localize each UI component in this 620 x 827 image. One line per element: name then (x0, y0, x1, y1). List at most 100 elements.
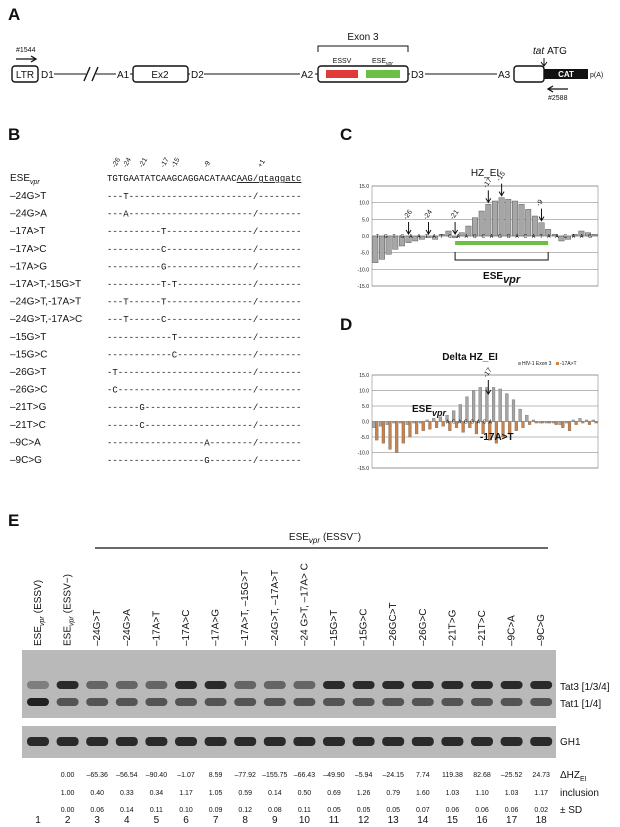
site-label: A3 (498, 70, 511, 81)
mutant-seq: ------------T--------------/-------- (107, 333, 301, 343)
mutant-name: –15G>C (10, 349, 48, 360)
legend-label: HIV-1 Exon 3 (522, 361, 552, 367)
mutant-seq: ------------C--------------/-------- (107, 350, 301, 360)
bg (116, 69, 130, 80)
band-tat3 (530, 681, 553, 689)
band-tat3 (145, 681, 168, 689)
lane-label: –17A>C (181, 610, 192, 646)
bar (478, 387, 482, 422)
mutant-name: –26G>C (10, 385, 48, 396)
bar (378, 421, 383, 427)
bar (379, 235, 385, 260)
sd-value: 0.05 (327, 807, 341, 814)
lane-name: –24G>T, –17A>T (270, 570, 281, 646)
band-tat1 (382, 698, 405, 706)
sd-value: 0.06 (475, 807, 489, 814)
bar (381, 421, 385, 444)
ref-seq: TGTGAATATCAAGCAGGACATAACAAG/gtaggatc (107, 174, 301, 184)
delta-value: 119.38 (442, 772, 463, 779)
lane-label: –24 G>T, –17A> C (299, 563, 310, 646)
bar (405, 235, 412, 243)
bar (491, 387, 496, 422)
bar (452, 235, 459, 238)
site-label: D3 (411, 70, 424, 81)
lane-name: –9C>A (507, 615, 518, 646)
bar (508, 421, 512, 435)
lane-name: –24G>A (122, 609, 133, 646)
sd-value: 0.08 (268, 807, 282, 814)
site-label: A1 (117, 70, 130, 81)
legend-label: -17A>T (560, 361, 577, 367)
bar (458, 232, 465, 237)
arrow (405, 222, 412, 235)
row-delta-sub: EI (580, 776, 587, 783)
sd-value: 0.05 (386, 807, 400, 814)
delta-value: 82.68 (473, 772, 491, 779)
band-tat3 (323, 681, 345, 689)
essv-label: ESSV (333, 58, 352, 65)
band-tat3 (500, 681, 523, 689)
break (86, 68, 96, 80)
ese-label: ESEvpr (412, 404, 447, 418)
row-label: inclusion (560, 788, 599, 799)
bar (492, 200, 498, 237)
bg (410, 69, 425, 80)
bar (474, 421, 479, 435)
y-tick-label: -5.0 (360, 435, 369, 441)
delta-value: 24.73 (532, 772, 550, 779)
cat-label: CAT (558, 70, 574, 79)
bar (551, 421, 555, 424)
bar (531, 215, 538, 237)
band-gh1 (293, 737, 316, 746)
bar (594, 421, 598, 424)
lane-label: –24G>A (122, 609, 133, 646)
ref-seq-text: TGTGAATATCAAGCAGGACATAAC (107, 174, 237, 184)
band-tat3 (263, 681, 286, 689)
delta-value: –49.90 (323, 772, 345, 779)
lane-number: 17 (506, 815, 518, 826)
band-tat1 (27, 698, 49, 706)
bg (300, 69, 315, 80)
band-gh1 (530, 737, 553, 746)
mutant-seq: ----------C----------------/-------- (107, 245, 301, 255)
mutant-name: –17A>T (10, 226, 45, 237)
ltr-box (11, 65, 39, 83)
arrow (452, 222, 459, 235)
bracket (454, 252, 549, 261)
bar (468, 421, 472, 428)
lane-label: –24G>T, –17A>T (270, 570, 281, 646)
lane-name: –26G>C (418, 608, 429, 646)
chart-title: HZ_EI (471, 168, 499, 179)
lane-number: 4 (124, 815, 130, 826)
bar (465, 225, 472, 237)
bg (497, 69, 512, 80)
bar (481, 421, 485, 435)
arrow-label: -17 (482, 367, 494, 379)
inclusion-value: 1.00 (61, 790, 75, 797)
lane-name: –17A>G (211, 609, 222, 646)
band-gh1 (382, 737, 405, 746)
bar (392, 421, 396, 424)
lane-name: –24G>T (92, 610, 103, 646)
inclusion-value: 1.26 (357, 790, 371, 797)
bar (465, 396, 469, 422)
inclusion-value: 0.40 (90, 790, 104, 797)
band-tat3 (175, 681, 197, 689)
arrow-label: -17 (482, 177, 494, 189)
delta-value: –5.94 (355, 772, 373, 779)
band-tat1 (263, 698, 286, 706)
bar (545, 229, 552, 237)
lane-label: –26G>C (418, 608, 429, 646)
bar (518, 204, 525, 237)
header: ESEvpr (ESSV−) (289, 529, 361, 545)
bar (547, 421, 552, 424)
lane-name-sub: vpr (69, 616, 76, 626)
lane-number: 16 (476, 815, 488, 826)
mutant-seq: ------------------G--------/-------- (107, 456, 301, 466)
lane-name: –17A>T, –15G>T (240, 570, 251, 646)
band-tat3 (56, 681, 79, 689)
bar (585, 232, 591, 237)
lane-label: –15G>C (359, 608, 370, 646)
bar (567, 421, 572, 431)
